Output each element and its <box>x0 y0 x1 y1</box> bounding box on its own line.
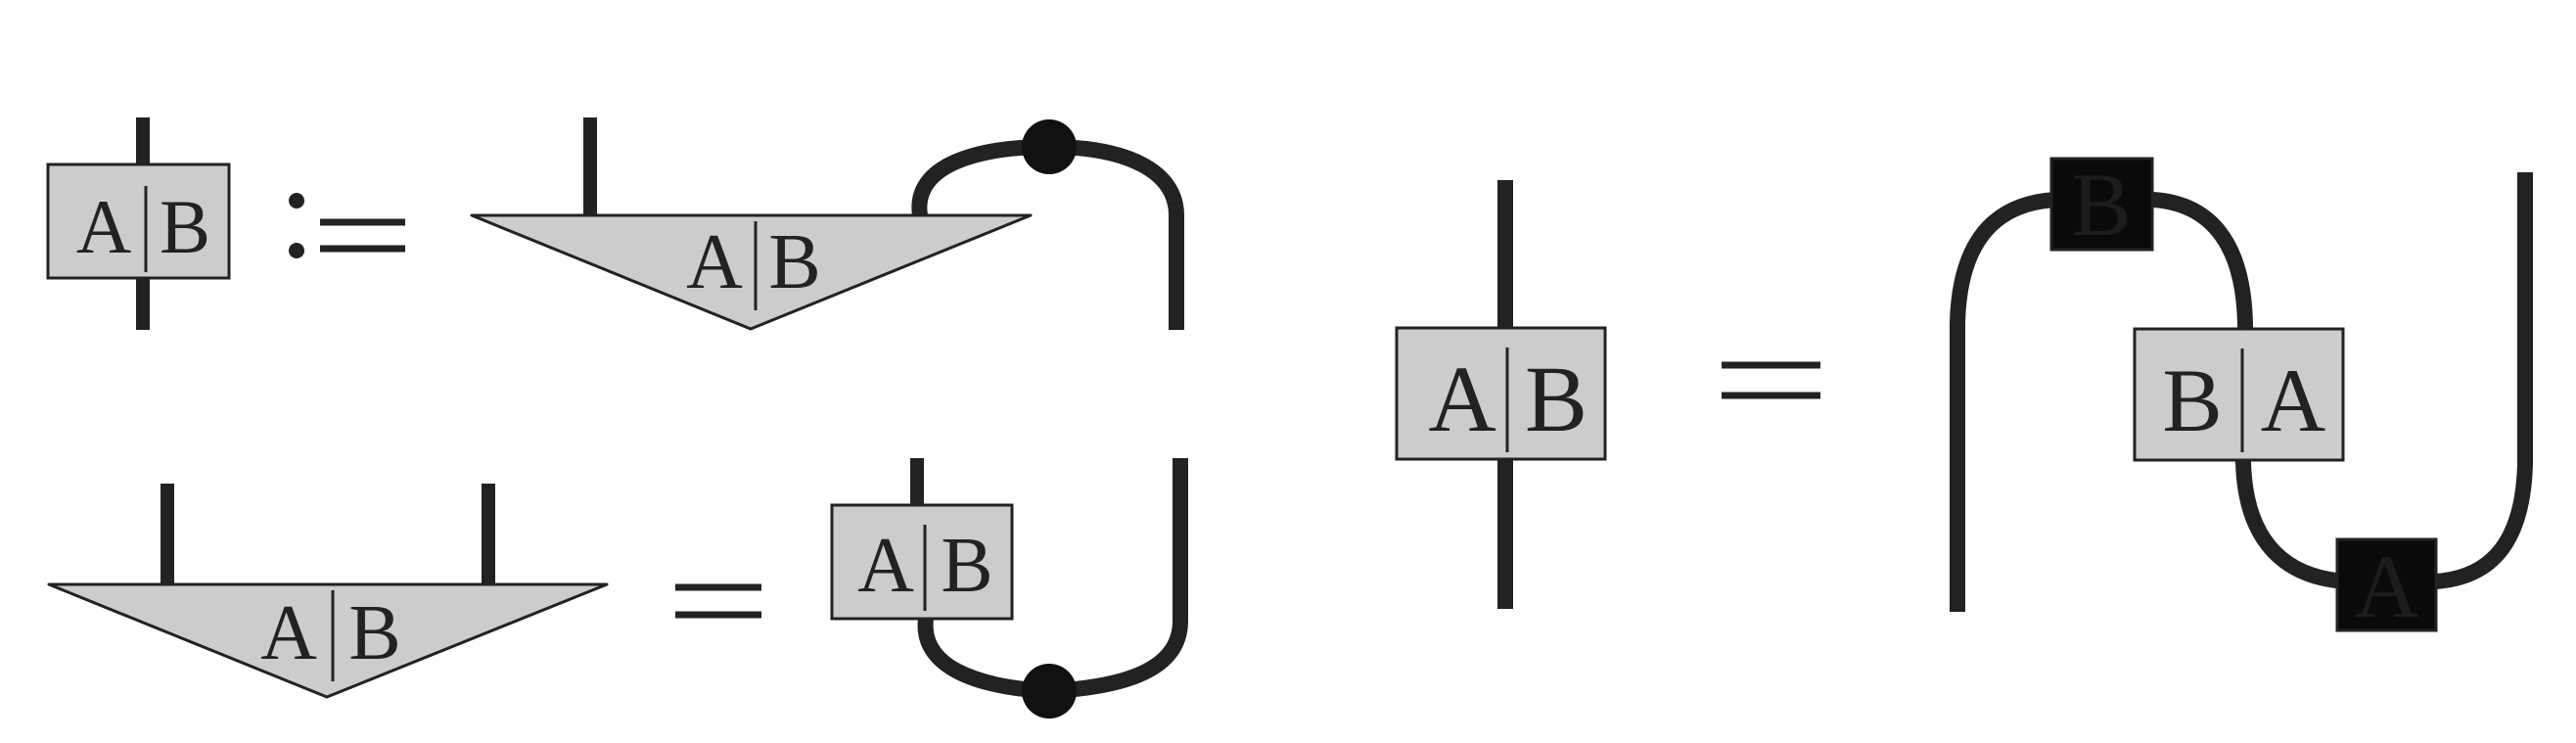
defined-box-label-left: A <box>76 184 131 269</box>
lemma-triangle-label-left: A <box>260 590 317 676</box>
top-box-to-middle-wire <box>2152 192 2253 329</box>
definition-symbol-drawing <box>289 193 405 258</box>
colon-top-dot <box>289 193 304 209</box>
defined-box-label-right: B <box>160 184 210 269</box>
lemma-box-with-cup: A B <box>830 458 1188 719</box>
cap-dot <box>1022 119 1077 174</box>
top-black-box-label: B <box>2071 155 2131 255</box>
swap-lhs-label-left: A <box>1428 347 1495 451</box>
lemma-box-label-right: B <box>941 523 992 609</box>
cup-dot <box>1022 664 1077 719</box>
swap-rhs-diagram: B B A A <box>1950 155 2533 636</box>
bottom-black-box <box>2335 537 2438 632</box>
swap-lhs-box-frame <box>1395 326 1607 461</box>
lemma-equals-drawing <box>675 583 761 619</box>
triangle-label-right: B <box>768 219 820 305</box>
lemma-triangle-label-right: B <box>348 590 400 676</box>
defined-box: A B <box>46 117 231 330</box>
lemma-box-frame <box>830 503 1014 621</box>
swap-identity-equation: A B = B B A A <box>1395 155 2533 636</box>
top-black-box <box>2049 157 2154 252</box>
middle-box-label-left: B <box>2162 350 2222 450</box>
middle-box-label-right: A <box>2261 350 2325 450</box>
swap-equals-drawing <box>1722 361 1820 399</box>
middle-to-bottom-box-wire <box>2235 461 2348 589</box>
lemma-box-label-left: A <box>857 523 914 609</box>
lemma-triangle-shape <box>47 582 609 699</box>
definition-equation: A B := A B <box>46 117 1184 331</box>
middle-swap-box <box>2133 327 2345 462</box>
defining-triangle-with-cap: A B <box>470 117 1184 331</box>
defining-triangle <box>470 213 1033 331</box>
defined-box-frame <box>46 163 231 280</box>
lemma-triangle: A B <box>47 484 609 699</box>
bottom-black-box-label: A <box>2355 536 2419 636</box>
triangle-label-left: A <box>686 219 743 305</box>
colon-bottom-dot <box>289 243 304 258</box>
swap-lhs-box: A B <box>1395 180 1607 609</box>
left-vertical-wire <box>1950 192 2056 612</box>
lemma-equation: A B = A B <box>47 458 1188 719</box>
bottom-box-to-right-wire <box>2434 172 2533 589</box>
swap-lhs-label-right: B <box>1525 347 1587 451</box>
